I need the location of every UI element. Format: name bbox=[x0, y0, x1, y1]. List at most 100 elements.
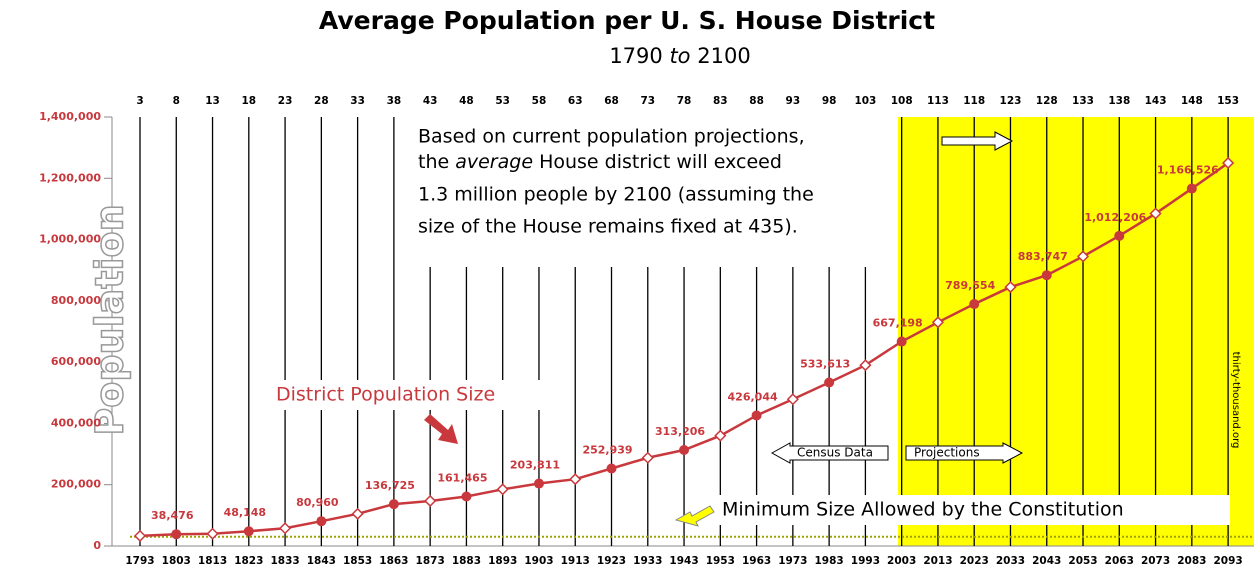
x-tick-label: 1813 bbox=[198, 555, 227, 567]
point bbox=[171, 529, 182, 540]
top-tick-label: 58 bbox=[532, 95, 547, 107]
top-tick-label: 18 bbox=[241, 95, 256, 107]
value-label: 1,166,526 bbox=[1157, 164, 1219, 177]
note-line: size of the House remains fixed at 435). bbox=[418, 216, 798, 238]
point bbox=[569, 473, 582, 486]
x-tick-label: 1833 bbox=[270, 555, 299, 567]
x-tick-label: 1963 bbox=[742, 555, 771, 567]
subtitle-part: to bbox=[669, 44, 690, 68]
x-tick-label: 1793 bbox=[125, 555, 154, 567]
x-tick-label: 1853 bbox=[343, 555, 372, 567]
top-tick-label: 143 bbox=[1145, 95, 1167, 107]
value-label: 136,725 bbox=[365, 479, 415, 492]
point bbox=[1041, 270, 1052, 281]
top-tick-label: 78 bbox=[677, 95, 692, 107]
top-tick-label: 8 bbox=[173, 95, 180, 107]
point bbox=[206, 527, 219, 540]
top-tick-label: 138 bbox=[1108, 95, 1130, 107]
point bbox=[1186, 183, 1197, 194]
x-tick-label: 2013 bbox=[923, 555, 952, 567]
top-tick-label: 43 bbox=[423, 95, 438, 107]
point bbox=[496, 483, 509, 496]
x-tick-label: 2043 bbox=[1032, 555, 1061, 567]
x-tick-label: 1913 bbox=[561, 555, 590, 567]
x-tick-label: 1883 bbox=[452, 555, 481, 567]
top-tick-label: 128 bbox=[1036, 95, 1058, 107]
y-tick-label: 200,000 bbox=[51, 478, 101, 491]
top-tick-label: 38 bbox=[387, 95, 402, 107]
top-tick-label: 93 bbox=[786, 95, 801, 107]
y-tick-label: 1,400,000 bbox=[39, 110, 101, 123]
value-label: 426,044 bbox=[728, 390, 778, 403]
point bbox=[133, 529, 147, 542]
y-tick-label: 600,000 bbox=[51, 355, 101, 368]
top-tick-label: 88 bbox=[749, 95, 764, 107]
x-tick-label: 2093 bbox=[1213, 555, 1242, 567]
value-label: 667,198 bbox=[873, 317, 923, 330]
point bbox=[424, 494, 437, 508]
point bbox=[351, 507, 364, 520]
note: Based on current population projections,… bbox=[418, 126, 814, 238]
value-label: 48,148 bbox=[224, 506, 266, 519]
census-arrow bbox=[770, 442, 889, 464]
value-label: 789,554 bbox=[945, 279, 995, 292]
note-background bbox=[405, 117, 898, 267]
legend-background bbox=[272, 380, 552, 410]
chart-subtitle: 1790 to 2100 bbox=[609, 44, 750, 68]
x-tick-label: 2063 bbox=[1105, 555, 1134, 567]
value-label: 80,960 bbox=[296, 496, 339, 509]
top-tick-label: 113 bbox=[927, 95, 949, 107]
point bbox=[533, 478, 544, 489]
y-tick-label: 800,000 bbox=[51, 294, 101, 307]
x-tick-label: 2023 bbox=[960, 555, 989, 567]
point bbox=[1149, 207, 1162, 220]
subtitle-part: 2100 bbox=[697, 44, 750, 68]
top-tick-label: 28 bbox=[314, 95, 329, 107]
census-label: Census Data bbox=[797, 446, 873, 460]
point bbox=[641, 451, 654, 464]
top-tick-label: 123 bbox=[1000, 95, 1022, 107]
arrow bbox=[424, 414, 458, 444]
x-tick-label: 1933 bbox=[633, 555, 662, 567]
x-tick-label: 1873 bbox=[416, 555, 445, 567]
top-tick-label: 98 bbox=[822, 95, 837, 107]
top-tick-label: 13 bbox=[205, 95, 220, 107]
x-tick-label: 1803 bbox=[162, 555, 191, 567]
top-tick-label: 48 bbox=[459, 95, 474, 107]
y-tick-label: 1,000,000 bbox=[39, 233, 101, 246]
x-tick-label: 2003 bbox=[887, 555, 916, 567]
top-tick-label: 153 bbox=[1217, 95, 1239, 107]
value-label: 533,613 bbox=[800, 357, 850, 370]
point bbox=[461, 491, 472, 502]
source: thirty-thousand.org bbox=[1230, 352, 1241, 449]
top-tick-label: 108 bbox=[891, 95, 913, 107]
subtitle-part: 1790 bbox=[609, 44, 662, 68]
point bbox=[859, 359, 872, 372]
top-tick-label: 133 bbox=[1072, 95, 1094, 107]
minimum-label: Minimum Size Allowed by the Constitution bbox=[722, 499, 1124, 521]
point bbox=[896, 336, 907, 347]
top-tick-label: 63 bbox=[568, 95, 583, 107]
point bbox=[1004, 281, 1017, 294]
point bbox=[824, 377, 835, 388]
value-label: 203,811 bbox=[510, 459, 560, 472]
point bbox=[388, 499, 399, 510]
top-tick-label: 68 bbox=[604, 95, 619, 107]
note-part: average bbox=[455, 151, 533, 173]
x-tick-label: 1943 bbox=[669, 555, 698, 567]
minimum-label-background bbox=[716, 495, 1230, 525]
top-tick-label: 3 bbox=[136, 95, 143, 107]
projection-arrow bbox=[905, 442, 1024, 464]
note-line: 1.3 million people by 2100 (assuming the bbox=[418, 184, 814, 206]
top-tick-label: 148 bbox=[1181, 95, 1203, 107]
x-tick-label: 1843 bbox=[307, 555, 336, 567]
value-label: 252,939 bbox=[582, 443, 632, 456]
x-tick-label: 1923 bbox=[597, 555, 626, 567]
arrow bbox=[674, 505, 715, 527]
top-tick-label: 83 bbox=[713, 95, 728, 107]
point bbox=[786, 393, 799, 406]
top-tick-label: 103 bbox=[854, 95, 876, 107]
y-tick-label: 0 bbox=[93, 539, 101, 552]
value-label: 313,206 bbox=[655, 425, 705, 438]
top-tick-label: 33 bbox=[350, 95, 365, 107]
